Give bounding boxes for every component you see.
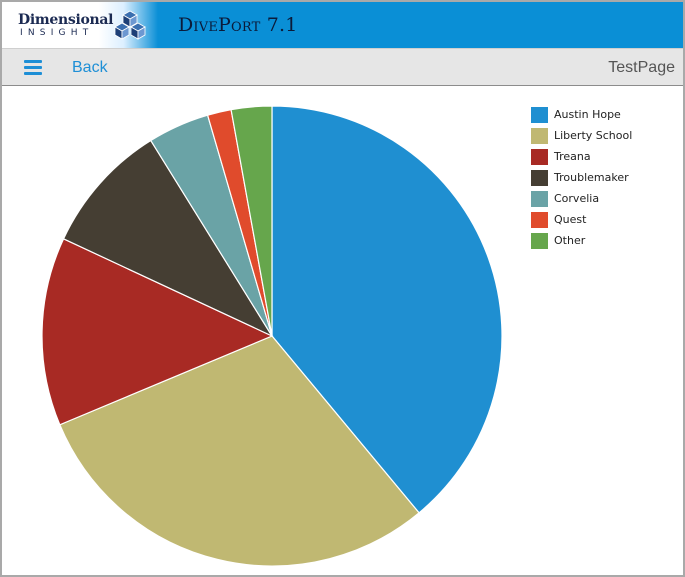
legend-swatch: [531, 211, 548, 228]
page-title: TestPage: [608, 59, 675, 76]
legend-item[interactable]: Quest: [531, 209, 632, 230]
chart-legend: Austin Hope Liberty School Treana Troublema…: [531, 104, 632, 251]
chart-panel: Austin Hope Liberty School Treana Troublema…: [2, 86, 683, 575]
legend-swatch: [531, 127, 548, 144]
legend-swatch: [531, 106, 548, 123]
navigation-bar: Back TestPage: [2, 48, 683, 86]
pie-chart: [41, 105, 503, 567]
logo-text: Dimensional: [18, 12, 114, 28]
pie-slice-other[interactable]: [230, 105, 273, 337]
app-title: DivePort 7.1: [178, 14, 298, 36]
legend-label: Treana: [554, 150, 591, 163]
legend-swatch: [531, 148, 548, 165]
legend-item[interactable]: Austin Hope: [531, 104, 632, 125]
pie-slice-liberty-school[interactable]: [59, 335, 420, 567]
cube-logo-icon: [114, 10, 146, 40]
legend-swatch: [531, 169, 548, 186]
legend-swatch: [531, 190, 548, 207]
company-logo: Dimensional INSIGHT: [2, 2, 158, 48]
legend-label: Austin Hope: [554, 108, 621, 121]
back-button[interactable]: Back: [72, 59, 108, 76]
pie-slice-austin-hope[interactable]: [271, 105, 503, 514]
legend-label: Troublemaker: [554, 171, 629, 184]
legend-item[interactable]: Liberty School: [531, 125, 632, 146]
legend-item[interactable]: Corvelia: [531, 188, 632, 209]
legend-label: Liberty School: [554, 129, 633, 142]
logo-subtext: INSIGHT: [20, 28, 94, 38]
top-header-bar: Dimensional INSIGHT DivePort 7.1: [2, 2, 683, 48]
hamburger-menu-icon[interactable]: [22, 58, 44, 78]
pie-slice-troublemaker[interactable]: [62, 139, 274, 338]
legend-item[interactable]: Troublemaker: [531, 167, 632, 188]
legend-item[interactable]: Other: [531, 230, 632, 251]
pie-slice-treana[interactable]: [41, 238, 274, 426]
legend-swatch: [531, 232, 548, 249]
legend-item[interactable]: Treana: [531, 146, 632, 167]
legend-label: Corvelia: [554, 192, 600, 205]
legend-label: Other: [554, 234, 586, 247]
legend-label: Quest: [554, 213, 587, 226]
